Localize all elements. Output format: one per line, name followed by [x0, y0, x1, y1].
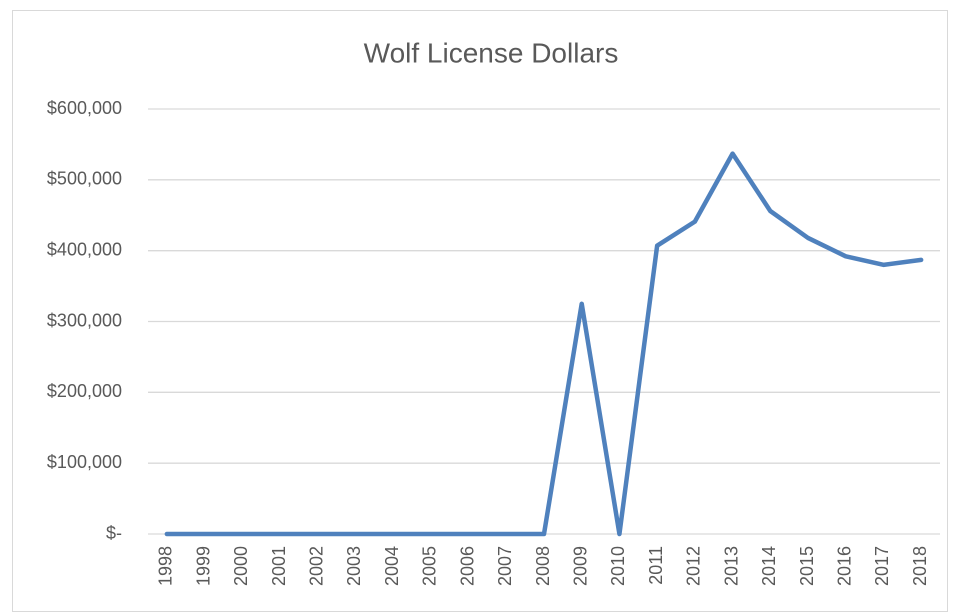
x-tick-label: 2000 — [231, 546, 251, 586]
y-tick-label: $100,000 — [47, 452, 122, 472]
x-tick-label: 2005 — [420, 546, 440, 586]
y-tick-label: $600,000 — [47, 98, 122, 118]
x-tick-label: 2007 — [495, 546, 515, 586]
x-tick-label: 2012 — [684, 546, 704, 586]
x-tick-label: 2015 — [797, 546, 817, 586]
x-tick-label: 2013 — [721, 546, 741, 586]
x-tick-label: 2011 — [646, 546, 666, 585]
x-tick-label: 2002 — [306, 546, 326, 586]
y-tick-label: $- — [106, 523, 122, 543]
x-tick-label: 1999 — [193, 546, 213, 586]
y-tick-label: $400,000 — [47, 239, 122, 259]
x-tick-label: 2004 — [382, 546, 402, 586]
x-tick-label: 2016 — [834, 546, 854, 586]
x-tick-label: 2009 — [570, 546, 590, 586]
chart-title: Wolf License Dollars — [364, 37, 619, 68]
x-tick-label: 1998 — [156, 546, 176, 586]
x-tick-label: 2014 — [759, 546, 779, 586]
x-tick-label: 2018 — [910, 546, 930, 586]
line-series — [164, 151, 924, 537]
x-tick-label: 2003 — [344, 546, 364, 586]
x-tick-label: 2010 — [608, 546, 628, 586]
y-tick-label: $300,000 — [47, 310, 122, 330]
x-tick-label: 2008 — [533, 546, 553, 586]
x-tick-label: 2017 — [872, 546, 892, 586]
y-tick-label: $500,000 — [47, 169, 122, 189]
x-tick-label: 2001 — [269, 546, 289, 586]
x-tick-label: 2006 — [457, 546, 477, 586]
chart-border — [12, 10, 948, 612]
y-tick-label: $200,000 — [47, 381, 122, 401]
